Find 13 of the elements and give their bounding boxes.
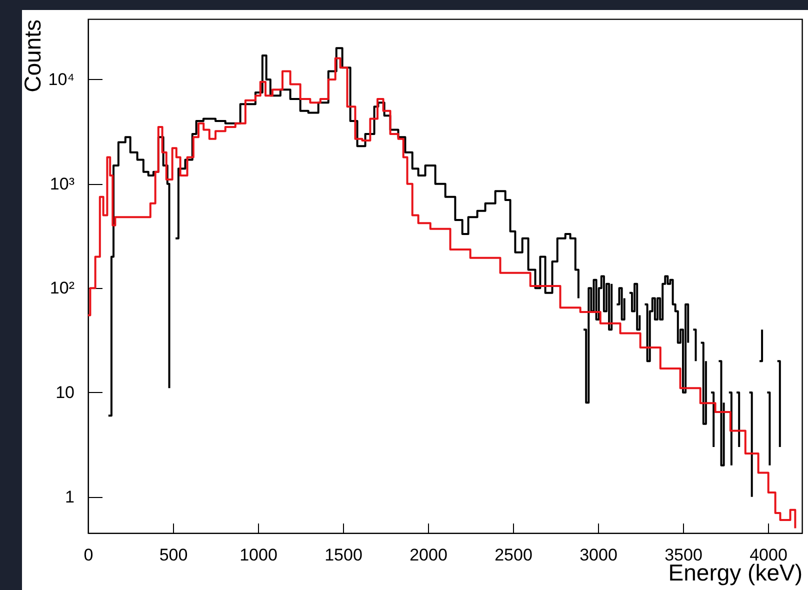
x-tick-label: 2500 — [494, 546, 532, 564]
x-tick-label: 1000 — [240, 546, 278, 564]
x-tick-label: 2000 — [410, 546, 448, 564]
x-tick-label: 3000 — [580, 546, 618, 564]
y-tick-label: 1 — [65, 487, 74, 506]
x-tick-label: 1500 — [324, 546, 362, 564]
x-tick-label: 0 — [84, 546, 94, 564]
y-tick-label: 10² — [50, 278, 75, 298]
y-tick-label: 10³ — [50, 174, 75, 194]
y-axis-title: Counts — [20, 20, 46, 92]
x-tick-label: 500 — [159, 546, 188, 564]
y-tick-label: 10 — [56, 382, 74, 402]
y-tick-label: 10⁴ — [48, 70, 74, 89]
